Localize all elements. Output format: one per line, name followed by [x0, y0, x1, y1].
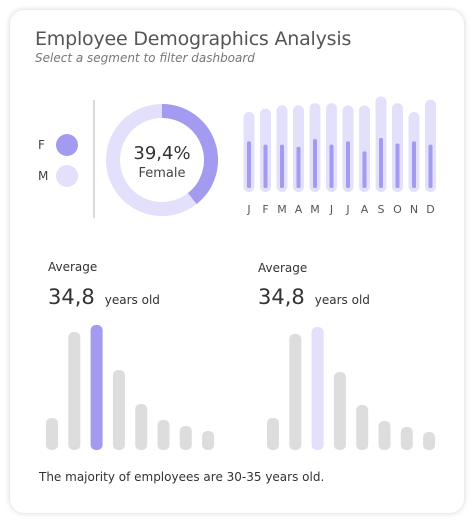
month-tick-label: M — [310, 203, 320, 216]
age-bar-left[interactable] — [90, 325, 103, 450]
donut-percentage: 39,4% — [133, 143, 190, 164]
legend-swatch-male — [56, 165, 78, 187]
month-tick-label: O — [393, 203, 402, 216]
donut-label: Female — [138, 166, 185, 181]
avg-number-right: 34,8 — [258, 285, 305, 309]
month-tick-label: N — [410, 203, 418, 216]
month-bar-male[interactable] — [359, 105, 370, 192]
age-bar-left[interactable] — [179, 426, 192, 450]
month-bar-female[interactable] — [247, 141, 251, 188]
month-bar-female[interactable] — [313, 139, 317, 188]
month-bar-female[interactable] — [362, 151, 367, 188]
month-tick-label: J — [246, 203, 250, 216]
month-tick-label: S — [378, 203, 385, 216]
month-tick-label: A — [295, 203, 303, 216]
avg-number-left: 34,8 — [48, 285, 95, 309]
month-tick-label: J — [329, 203, 333, 216]
footer-note: The majority of employees are 30-35 year… — [39, 470, 325, 484]
legend-item-female[interactable]: F — [38, 134, 98, 158]
age-bar-right[interactable] — [356, 405, 369, 450]
age-bar-right[interactable] — [423, 432, 436, 450]
avg-label-right: Average — [258, 261, 308, 275]
legend-label-female: F — [38, 138, 45, 152]
legend-label-male: M — [38, 169, 49, 183]
page-title: Employee Demographics Analysis — [35, 28, 352, 50]
month-tick-label: F — [262, 203, 268, 216]
age-bar-right[interactable] — [289, 334, 302, 450]
page-subtitle: Select a segment to filter dashboard — [35, 51, 255, 65]
age-bar-right[interactable] — [311, 327, 324, 450]
avg-value-left: 34,8 years old — [48, 285, 160, 309]
age-bar-left[interactable] — [46, 418, 58, 450]
age-bar-left[interactable] — [135, 404, 148, 450]
age-bar-right[interactable] — [378, 421, 391, 450]
age-bar-left[interactable] — [157, 420, 170, 450]
legend-swatch-female — [56, 134, 78, 156]
month-tick-label: D — [426, 203, 434, 216]
month-tick-label: J — [345, 203, 349, 216]
avg-unit-right: years old — [314, 293, 370, 307]
age-bar-left[interactable] — [68, 332, 81, 450]
month-bar-female[interactable] — [412, 141, 416, 188]
avg-unit-left: years old — [104, 293, 160, 307]
section-divider — [93, 100, 95, 218]
avg-label-left: Average — [48, 260, 98, 274]
month-bar-female[interactable] — [346, 141, 350, 188]
month-bar-female[interactable] — [263, 144, 268, 188]
age-bar-left[interactable] — [202, 431, 215, 450]
donut-slice-female[interactable] — [161, 104, 218, 205]
month-bar-female[interactable] — [428, 144, 433, 188]
age-bar-right[interactable] — [267, 418, 279, 450]
month-bar-female[interactable] — [379, 138, 383, 188]
month-tick-label: A — [361, 203, 369, 216]
month-bar-female[interactable] — [395, 143, 400, 188]
month-bar-female[interactable] — [280, 144, 284, 188]
month-tick-label: M — [277, 203, 287, 216]
month-bar-female[interactable] — [296, 146, 301, 188]
month-bar-female[interactable] — [329, 144, 334, 188]
legend-item-male[interactable]: M — [38, 165, 98, 189]
age-bar-left[interactable] — [112, 370, 125, 450]
age-bar-right[interactable] — [400, 427, 413, 450]
age-bar-right[interactable] — [333, 372, 346, 450]
avg-value-right: 34,8 years old — [258, 285, 370, 309]
